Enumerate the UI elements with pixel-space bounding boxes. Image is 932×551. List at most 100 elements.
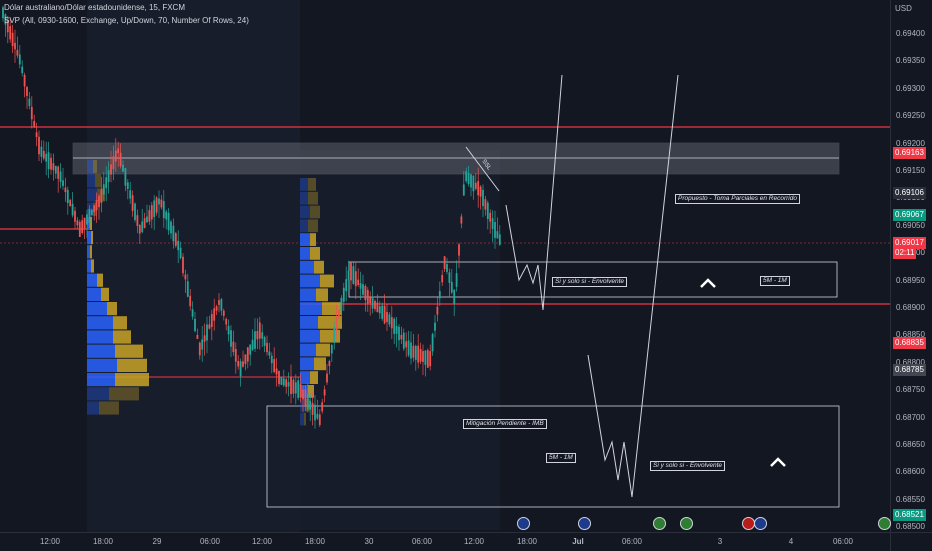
candle-body — [345, 279, 348, 292]
flag-icon[interactable] — [680, 517, 693, 530]
price-tag: 0.69017 — [893, 237, 926, 249]
vp-bar-up — [87, 245, 90, 259]
vp-bar-up — [300, 302, 322, 315]
candle-body — [189, 295, 192, 307]
candle-body — [330, 344, 333, 354]
vp-bar-down — [318, 316, 342, 329]
time-axis[interactable] — [0, 532, 890, 551]
candle-body — [174, 233, 177, 246]
candle-body — [69, 199, 72, 207]
flag-icon[interactable] — [653, 517, 666, 530]
mitigation-box[interactable] — [266, 405, 840, 508]
candle-body — [28, 98, 31, 106]
candle-body — [381, 305, 384, 319]
flag-icon[interactable] — [517, 517, 530, 530]
candle-body — [86, 214, 88, 225]
candle-body — [489, 212, 492, 222]
candle-body — [114, 150, 117, 162]
candle-body — [275, 368, 278, 375]
candle-body — [237, 360, 240, 367]
candle-body — [218, 300, 220, 305]
annotation-timeframe-1[interactable]: 5M - 1M — [760, 276, 790, 286]
candle-body — [352, 266, 355, 284]
vp-bar-down — [97, 273, 103, 287]
candle-body — [376, 302, 379, 313]
candle-body — [395, 325, 398, 334]
price-tag: 0.68521 — [893, 509, 926, 521]
candle-body — [126, 182, 129, 189]
candle-body — [203, 335, 206, 342]
vp-bar-up — [87, 302, 107, 316]
annotation-mitigacion[interactable]: Mitigación Pendiente - IMB — [463, 419, 547, 429]
candle-body — [26, 87, 28, 96]
candle-body — [254, 331, 256, 349]
price-tag: 0.69106 — [893, 187, 926, 199]
candle-body — [148, 210, 151, 222]
candle-body — [482, 189, 484, 207]
candle-body — [374, 300, 376, 310]
annotation-envolvente-1[interactable]: Si y solo si - Envolvente — [552, 277, 628, 287]
candle-body — [16, 49, 19, 56]
ssl-trendline[interactable] — [465, 146, 500, 192]
vp-bar-up — [300, 247, 310, 260]
vp-bar-down — [117, 358, 147, 372]
flag-icon[interactable] — [754, 517, 767, 530]
candle-body — [491, 218, 494, 229]
price-tick: 0.68800 — [896, 357, 925, 367]
price-tick: 0.68900 — [896, 303, 925, 312]
candle-body — [249, 344, 252, 355]
candle-body — [486, 202, 489, 219]
price-tick: 0.68600 — [896, 467, 925, 477]
candle-body — [455, 273, 458, 287]
time-tick: 3 — [717, 537, 723, 546]
price-tick: 0.69150 — [896, 166, 925, 175]
candle-body — [98, 195, 100, 208]
time-tick: 4 — [788, 537, 794, 546]
candle-body — [66, 189, 69, 204]
vp-bar-down — [115, 373, 149, 387]
vp-bar-up — [87, 259, 91, 273]
supply-zone[interactable] — [72, 142, 840, 175]
candle-body — [316, 413, 319, 419]
candle-body — [102, 184, 105, 195]
candle-body — [23, 74, 26, 87]
candle-body — [302, 389, 304, 400]
annotation-envolvente-2[interactable]: Si y solo si - Envolvente — [650, 461, 726, 471]
candle-body — [390, 317, 393, 329]
price-tag: 0.69067 — [893, 209, 926, 221]
vp-bar-down — [107, 302, 117, 316]
price-tick: 0.68700 — [896, 412, 925, 422]
candle-body — [18, 54, 21, 65]
candle-body — [453, 289, 456, 304]
candle-body — [388, 314, 391, 325]
candle-body — [227, 325, 230, 335]
price-tick: 0.68750 — [896, 385, 925, 395]
vp-bar-up — [300, 233, 310, 246]
candle-body — [340, 297, 343, 311]
ssl-label: SSL — [480, 159, 492, 172]
vp-bar-down — [115, 344, 143, 358]
candle-body — [357, 279, 360, 285]
candle-body — [33, 120, 36, 127]
vp-bar-up — [87, 387, 109, 401]
symbol-title[interactable]: Dólar australiano/Dólar estadounidense, … — [4, 3, 185, 12]
projection-path[interactable] — [505, 74, 563, 311]
price-chart[interactable]: SSL — [0, 0, 890, 532]
candle-body — [309, 400, 312, 410]
candle-body — [477, 181, 480, 196]
indicator-legend[interactable]: SVP (All, 0930-1600, Exchange, Up/Down, … — [4, 16, 249, 25]
price-tick: 0.69400 — [896, 29, 925, 38]
annotation-timeframe-2[interactable]: 5M - 1M — [546, 453, 576, 463]
annotation-propuesto[interactable]: Propuesto - Toma Parciales en Recorrido — [675, 194, 800, 204]
candle-body — [11, 32, 14, 47]
candle-body — [170, 221, 172, 234]
candle-body — [117, 148, 120, 154]
candlesticks — [2, 5, 501, 429]
vp-bar-up — [87, 401, 99, 415]
flag-icon[interactable] — [578, 517, 591, 530]
projection-path[interactable] — [587, 74, 679, 498]
price-tick: 0.68650 — [896, 440, 925, 449]
flag-icon[interactable] — [878, 517, 891, 530]
vp-bar-down — [113, 330, 131, 344]
price-axis[interactable]: USD — [890, 0, 932, 532]
